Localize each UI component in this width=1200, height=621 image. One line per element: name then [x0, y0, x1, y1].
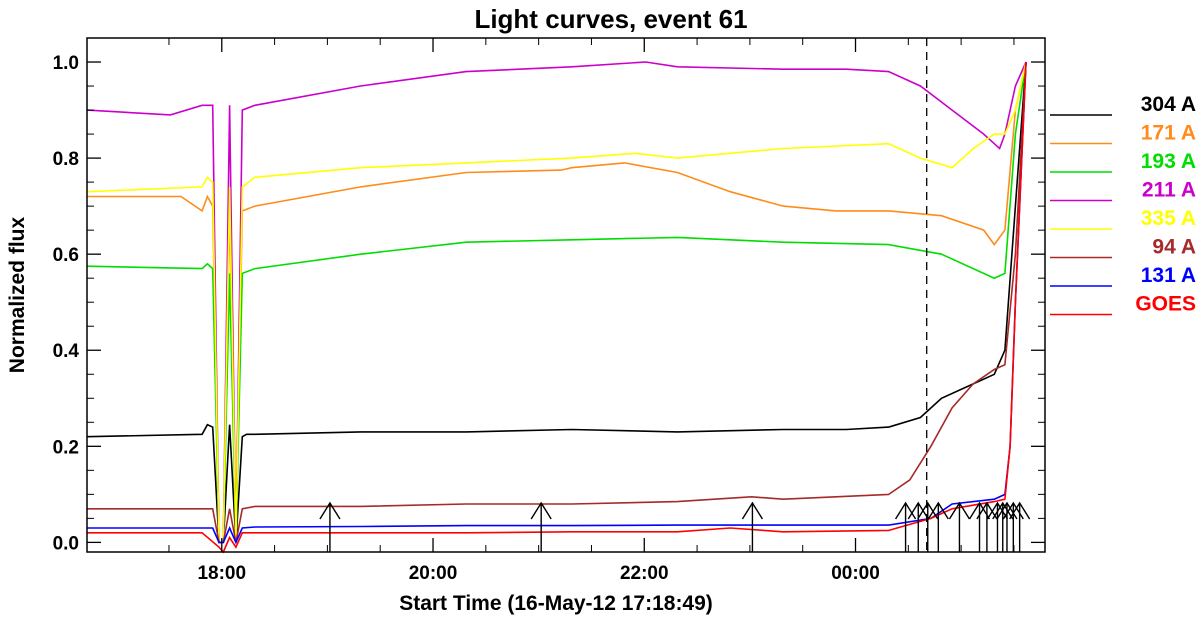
- y-axis-label: Normalized flux: [6, 217, 29, 374]
- chart-title: Light curves, event 61: [474, 4, 747, 34]
- event-arrow-head-4: [907, 501, 929, 520]
- event-arrow-head-5: [917, 501, 939, 520]
- y-tick-label: 0.6: [53, 245, 79, 266]
- series-line-4: [86, 61, 1027, 544]
- series-line-2: [86, 61, 1027, 544]
- event-arrow-head-14: [1009, 501, 1031, 520]
- event-arrow-head-7: [948, 501, 971, 520]
- legend-label-3: 211 A: [1142, 179, 1196, 202]
- event-arrow-head-11: [992, 501, 1014, 520]
- event-arrow-head-2: [741, 501, 764, 520]
- event-arrow-head-0: [319, 501, 341, 520]
- y-tick-label: 0.0: [53, 533, 79, 554]
- x-tick-label: 20:00: [409, 563, 458, 584]
- x-tick-label: 18:00: [197, 563, 246, 584]
- plot-frame: [86, 37, 1046, 553]
- series-line-7: [87, 61, 1027, 554]
- legend-label-0: 304 A: [1141, 93, 1196, 116]
- legend-label-5: 94 A: [1152, 236, 1196, 259]
- plot-lines: [86, 38, 1027, 554]
- y-tick-label: 0.2: [53, 437, 79, 458]
- y-tick-label: 1.0: [53, 53, 79, 74]
- event-arrow-head-9: [976, 501, 998, 520]
- legend-label-2: 193 A: [1141, 150, 1196, 173]
- legend-label-7: GOES: [1135, 293, 1196, 316]
- event-arrow-head-8: [968, 501, 991, 520]
- legend-label-6: 131 A: [1141, 264, 1196, 287]
- legend-label-1: 171 A: [1141, 122, 1196, 145]
- x-tick-label: 22:00: [620, 563, 669, 584]
- legend: 304 A 171 A 193 A 211 A 335 A 94 A 131 A GOES: [1050, 93, 1196, 316]
- event-arrow-head-10: [986, 501, 1009, 520]
- x-tick-label: 00:00: [831, 563, 880, 584]
- series-line-3: [86, 61, 1027, 544]
- x-axis-label: Start Time (16-May-12 17:18:49): [399, 592, 713, 615]
- y-tick-label: 0.4: [53, 341, 80, 362]
- event-arrow-head-1: [530, 501, 552, 520]
- legend-label-4: 335 A: [1141, 207, 1196, 230]
- event-arrows: [319, 501, 1031, 552]
- axis-ticks: 0.0 0.2 0.4 0.6 0.8 1.0 18:00 20:00 22:00 00:00: [53, 38, 1045, 584]
- y-tick-label: 0.8: [53, 149, 79, 170]
- event-arrow-head-6: [927, 501, 949, 520]
